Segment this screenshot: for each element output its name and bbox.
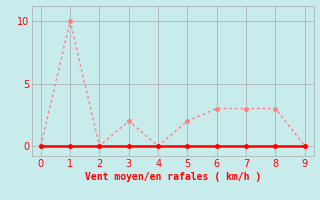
X-axis label: Vent moyen/en rafales ( km/h ): Vent moyen/en rafales ( km/h ) <box>85 172 261 182</box>
